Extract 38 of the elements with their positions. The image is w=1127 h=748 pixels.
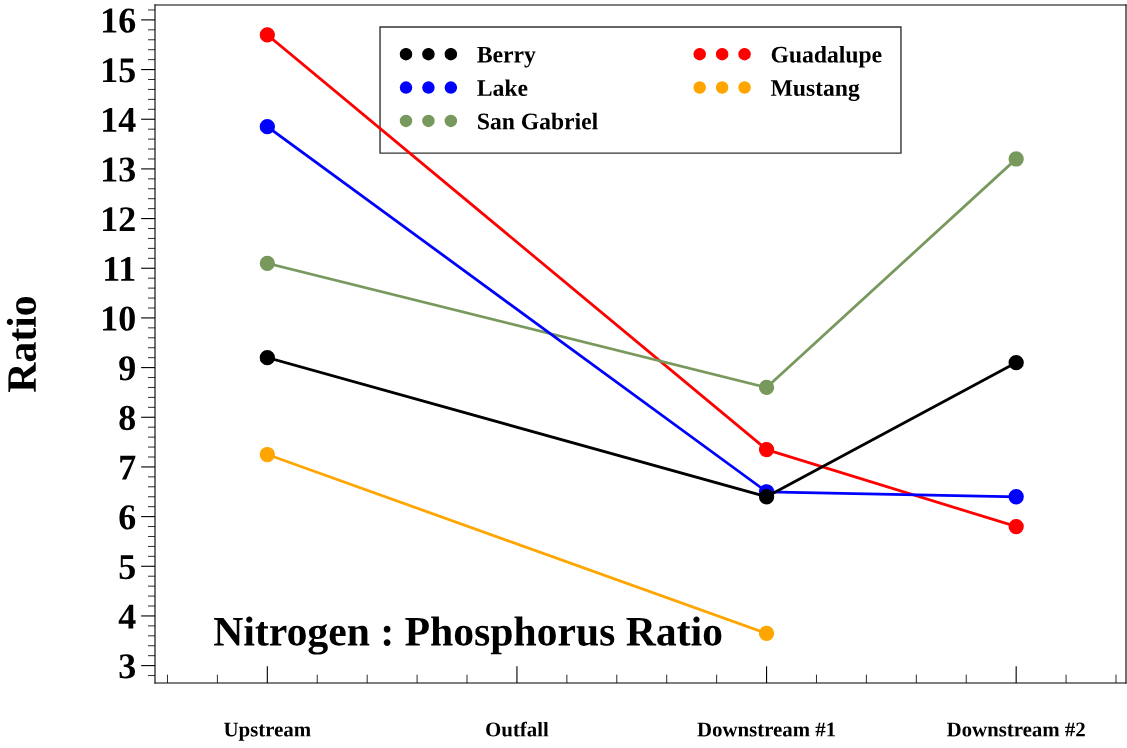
point [259,446,275,463]
y-tick-label: 13 [103,157,136,182]
annotation: Nitrogen : Phosphorus Ratio [214,616,722,655]
y-axis-title: Ratio [6,296,37,392]
point [1008,151,1024,167]
y-tick-label: 4 [118,604,136,629]
point [758,379,775,396]
point [259,255,275,271]
point [758,441,775,458]
y-tick-label: 6 [119,505,136,530]
y-tick-label: 10 [103,306,135,331]
y-tick-label: 16 [103,8,136,33]
x-tick-label: Downstream #2 [947,722,1085,737]
legend-label: Berry [477,46,536,68]
y-tick-label: 7 [120,455,136,480]
y-tick-label: 12 [103,207,135,232]
x-tick-label: Outfall [486,721,549,737]
point [1008,354,1024,371]
legend-label: Mustang [770,80,860,101]
y-tick-label: 9 [119,356,135,381]
y-tick-label: 15 [103,58,135,83]
point [758,625,775,641]
point [1008,518,1024,535]
point [758,489,775,505]
legend-label: Guadalupe [771,46,882,68]
y-tick-label: 14 [103,107,136,132]
legend-label: San Gabriel [478,112,598,130]
point [259,350,275,366]
point [259,27,275,43]
x-tick-label: Downstream #1 [697,722,836,737]
y-tick-label: 3 [119,654,136,679]
legend-label: Lake [477,79,528,97]
y-tick-label: 11 [105,256,135,281]
point [1008,489,1024,505]
y-tick-label: 5 [119,555,135,580]
point [259,119,275,135]
x-tick-label: Upstream [224,722,311,741]
y-tick-label: 8 [119,405,136,431]
